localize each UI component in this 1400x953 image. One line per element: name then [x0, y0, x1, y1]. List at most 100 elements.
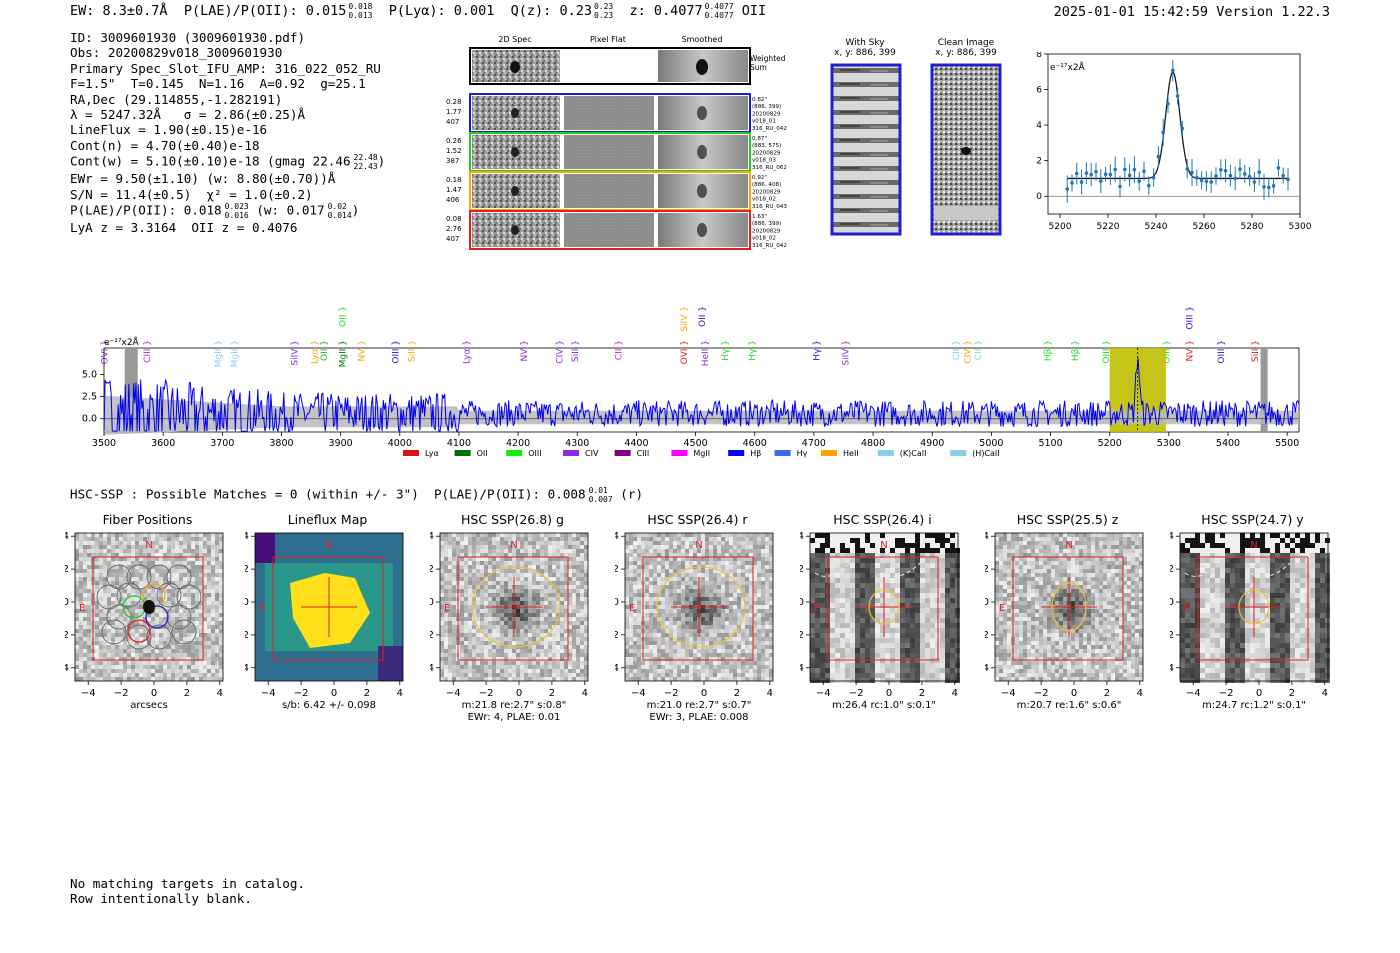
gmag-dn: 22.43 [353, 162, 378, 172]
cutout-right-label: (886, 399) [752, 104, 781, 110]
legend-label: Hγ [797, 449, 808, 458]
cutout-right-label: (883, 575) [752, 143, 781, 149]
info-contn: Cont(n) = 4.70(±0.40)e-18 [70, 137, 260, 153]
info-radec: RA,Dec (29.114855,-1.282191) [70, 91, 283, 107]
aperture-ellipse [1051, 582, 1087, 632]
z-dn: 0.4077 [704, 11, 734, 20]
cutout-left-label: 1.47 [446, 186, 462, 194]
cutout-right-label: 316_RU_042 [752, 126, 787, 132]
spectrum-x-tick: 3500 [92, 438, 116, 449]
aperture-ellipse [1238, 589, 1270, 625]
x-tick: −4 [1001, 688, 1016, 699]
line-label: OVI } [680, 340, 690, 364]
spectrum-x-tick: 4400 [624, 438, 648, 449]
hsc-caption: m:21.0 re:2.7" s:0.7" [647, 700, 752, 711]
plae2-w: (w: 0.017 [256, 202, 325, 218]
line-label: CIV } [964, 340, 974, 364]
fit-point [1281, 173, 1285, 178]
y-tick: −4 [615, 663, 619, 674]
legend-label: CIII [637, 449, 650, 458]
fit-plot-unit: e⁻¹⁷x2Å [1050, 61, 1086, 73]
spectrum-x-tick: 4700 [802, 438, 826, 449]
fiber-red [127, 619, 151, 643]
y-tick: 2 [1170, 564, 1174, 575]
info-ewr: EWr = 9.50(±1.10) (w: 8.80(±0.70))Å [70, 171, 336, 187]
timestamp: 2025-01-01 15:42:59 [1053, 4, 1209, 20]
weighted-sum-label: Weighted [750, 54, 786, 63]
hsc-caption: s/b: 6.42 +/- 0.098 [282, 700, 376, 711]
x-tick: −4 [1186, 688, 1201, 699]
info-sn: S/N = 11.4(±0.5) χ² = 1.0(±0.2) [70, 186, 313, 202]
search-box [1197, 556, 1309, 661]
east-label: E [1184, 603, 1190, 614]
north-label: N [695, 540, 702, 551]
spectrum-body [103, 348, 1300, 435]
cutout-row: 0.08 2.76 407 1.63"(886, 399)20200829 v018_0… [446, 210, 787, 250]
hsc-caption: arcsecs [130, 700, 168, 711]
y-tick: 0 [245, 597, 249, 608]
fit-point [1199, 178, 1204, 183]
fit-point [1271, 184, 1276, 188]
gmag-up: 22.48 [353, 153, 378, 163]
x-tick: −2 [114, 688, 129, 699]
legend-label: OII [477, 449, 488, 458]
fit-point [1079, 180, 1084, 184]
info-lambda: λ = 5247.32Å σ = 2.86(±0.25)Å [70, 107, 306, 123]
line-label: SiII } [571, 340, 581, 362]
y-tick: 4 [430, 531, 434, 542]
fiber-blue [145, 605, 169, 629]
spectrum-y-tick: 0.0 [82, 414, 97, 425]
spectrum-unit: e⁻¹⁷x2Å [104, 336, 140, 348]
info-obs: Obs: 20200829v018_3009601930 [70, 45, 283, 61]
fit-point [1113, 167, 1117, 172]
line-id: OII [741, 3, 767, 19]
y-tick: 4 [245, 531, 249, 542]
aperture-ellipse [656, 566, 746, 648]
spectrum-x-tick: 5400 [1216, 438, 1240, 449]
info-params: F=1.5" T=0.145 N=1.16 A=0.92 g=25.1 [70, 76, 366, 92]
hsc-cutout-image: N E −4 −4 −2 −2 0 0 2 2 4 4 m:21.8 re:2.7" s:0.8"EWr… [430, 531, 589, 723]
hsc-caption: m:24.7 rc:1.2" s:0.1" [1202, 700, 1306, 711]
fit-point [1262, 184, 1266, 189]
with-sky-image [830, 63, 902, 236]
qz-dn: 0.23 [593, 11, 614, 20]
cutout-right-label: 0.87" [752, 136, 767, 142]
line-label: MgII } [214, 340, 224, 367]
line-label: MgII } [231, 340, 241, 367]
x-tick: −2 [294, 688, 309, 699]
y-tick: −2 [800, 630, 804, 641]
cutout-left-label: 407 [446, 235, 459, 243]
fit-point [1276, 166, 1281, 170]
line-label: CII } [952, 340, 962, 360]
spectrum-x-tick: 5500 [1275, 438, 1299, 449]
hsc-panel-title: Lineflux Map [287, 512, 368, 527]
x-tick: −4 [81, 688, 96, 699]
plae-value: P(LAE)/P(OII): 0.015 [183, 3, 347, 19]
line-label: Hβ } [1044, 340, 1054, 361]
line-label: OII } [338, 306, 348, 327]
fit-y-tick: 2 [1036, 157, 1042, 167]
y-tick: −2 [65, 630, 69, 641]
search-box [1012, 556, 1124, 661]
x-tick: 0 [516, 688, 522, 699]
fit-point [1257, 170, 1261, 174]
info-contw: Cont(w) = 5.10(±0.10)e-18 (gmag 22.46 22.… [70, 153, 386, 172]
line-label: SiIV } [680, 306, 690, 332]
hsc-panel-title: HSC SSP(26.4) r [647, 512, 748, 527]
line-label: OIII } [1162, 340, 1172, 364]
cutout-right-label: 20200829 [752, 189, 781, 195]
x-tick: −2 [1034, 688, 1049, 699]
spectrum-frame [103, 347, 1300, 433]
legend-swatch [454, 450, 471, 456]
line-label: OIII } [392, 340, 402, 364]
fit-point [1171, 68, 1175, 73]
aperture-ellipse [868, 589, 900, 625]
legend-swatch [614, 450, 631, 456]
legend-swatch [728, 450, 745, 456]
fit-point [1204, 179, 1209, 184]
fit-x-tick: 5200 [1049, 222, 1072, 232]
y-tick: −4 [245, 663, 249, 674]
info-plae: P(LAE)/P(OII): 0.018 0.023 0.016 (w: 0.017… [70, 202, 360, 221]
line-label: Hγ } [721, 340, 731, 361]
